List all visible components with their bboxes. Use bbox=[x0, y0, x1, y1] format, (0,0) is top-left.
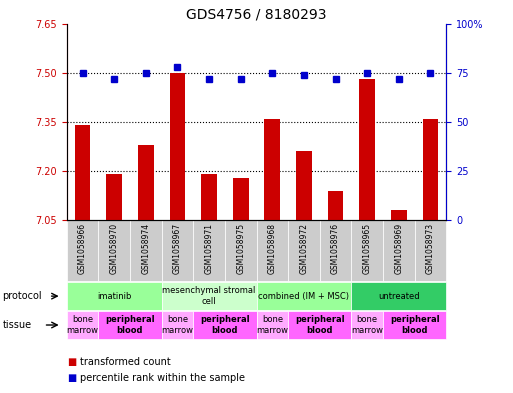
Text: bone
marrow: bone marrow bbox=[162, 315, 193, 335]
Bar bbox=[264, 119, 280, 220]
Bar bbox=[423, 119, 439, 220]
Text: peripheral
blood: peripheral blood bbox=[295, 315, 345, 335]
Text: bone
marrow: bone marrow bbox=[351, 315, 383, 335]
Text: combined (IM + MSC): combined (IM + MSC) bbox=[259, 292, 349, 301]
Text: tissue: tissue bbox=[3, 320, 32, 330]
Bar bbox=[391, 210, 407, 220]
Bar bbox=[201, 174, 217, 220]
Text: protocol: protocol bbox=[3, 291, 42, 301]
Bar bbox=[138, 145, 154, 220]
Text: imatinib: imatinib bbox=[97, 292, 131, 301]
Bar bbox=[106, 174, 122, 220]
Text: percentile rank within the sample: percentile rank within the sample bbox=[80, 373, 245, 383]
Bar bbox=[169, 73, 185, 220]
Bar bbox=[74, 125, 90, 220]
Text: peripheral
blood: peripheral blood bbox=[105, 315, 155, 335]
Text: peripheral
blood: peripheral blood bbox=[200, 315, 250, 335]
Bar bbox=[328, 191, 344, 220]
Bar bbox=[296, 151, 312, 220]
Text: untreated: untreated bbox=[378, 292, 420, 301]
Bar bbox=[233, 178, 249, 220]
Text: bone
marrow: bone marrow bbox=[67, 315, 98, 335]
Text: peripheral
blood: peripheral blood bbox=[390, 315, 440, 335]
Text: bone
marrow: bone marrow bbox=[256, 315, 288, 335]
Text: ■: ■ bbox=[67, 373, 76, 383]
Title: GDS4756 / 8180293: GDS4756 / 8180293 bbox=[186, 7, 327, 21]
Text: ■: ■ bbox=[67, 357, 76, 367]
Text: transformed count: transformed count bbox=[80, 357, 170, 367]
Bar bbox=[359, 79, 375, 220]
Text: mesenchymal stromal
cell: mesenchymal stromal cell bbox=[162, 286, 256, 306]
